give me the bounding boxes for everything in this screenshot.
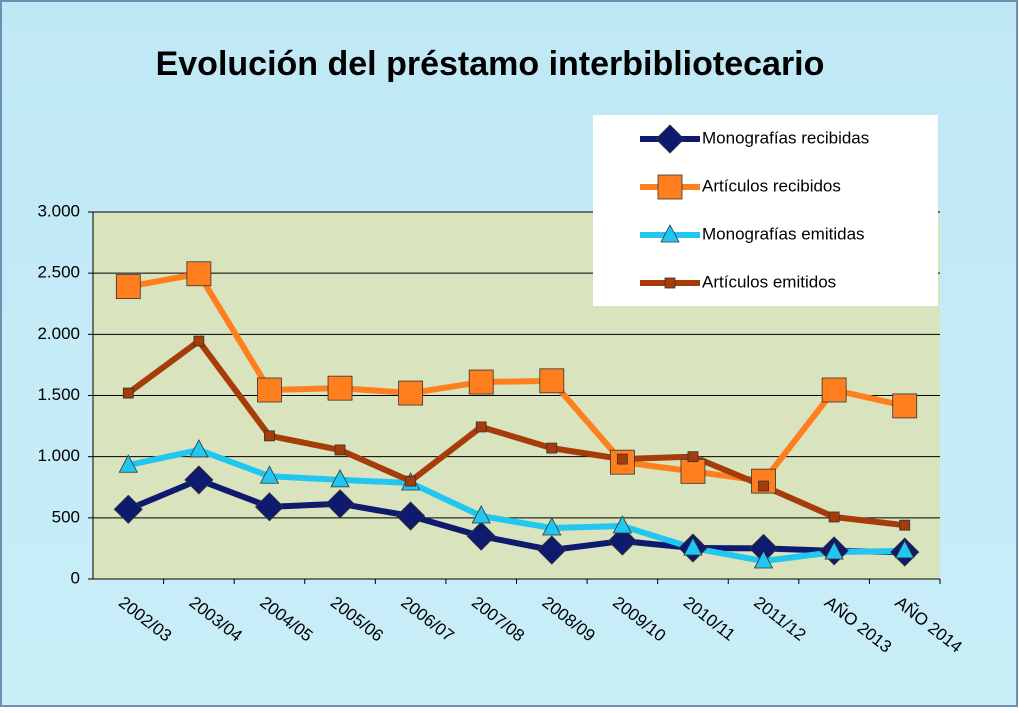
marker bbox=[475, 421, 487, 433]
marker bbox=[824, 541, 844, 560]
marker bbox=[466, 521, 496, 551]
marker bbox=[828, 511, 840, 523]
marker bbox=[892, 393, 918, 419]
marker bbox=[193, 335, 205, 347]
marker bbox=[899, 519, 911, 531]
marker bbox=[660, 224, 680, 243]
marker bbox=[113, 494, 143, 524]
y-tick-label: 2.500 bbox=[37, 263, 80, 282]
legend: Monografías recibidas Artículos recibidos… bbox=[593, 115, 938, 306]
chart-title: Evolución del préstamo interbibliotecari… bbox=[156, 45, 825, 83]
marker bbox=[546, 442, 558, 454]
marker bbox=[264, 430, 275, 442]
marker bbox=[334, 444, 346, 456]
marker bbox=[895, 540, 915, 559]
marker bbox=[330, 469, 350, 488]
marker bbox=[122, 387, 134, 399]
y-tick-label: 500 bbox=[52, 507, 80, 526]
marker bbox=[612, 515, 633, 534]
legend-label: Monografías emitidas bbox=[702, 224, 865, 243]
marker bbox=[184, 465, 214, 495]
marker bbox=[655, 124, 685, 154]
legend-label: Artículos emitidos bbox=[702, 272, 836, 291]
marker bbox=[753, 550, 774, 569]
marker bbox=[254, 492, 285, 522]
legend-label: Monografías recibidas bbox=[702, 128, 869, 147]
marker bbox=[468, 369, 494, 395]
legend-label: Artículos recibidos bbox=[702, 176, 841, 195]
marker bbox=[471, 505, 491, 524]
y-tick-label: 1.500 bbox=[37, 385, 80, 404]
y-tick-label: 2.000 bbox=[37, 324, 80, 343]
marker bbox=[616, 453, 628, 465]
marker bbox=[405, 475, 417, 487]
marker bbox=[115, 274, 141, 300]
y-tick-label: 0 bbox=[71, 568, 80, 587]
marker bbox=[607, 526, 637, 556]
marker bbox=[758, 480, 769, 492]
series-line bbox=[127, 446, 905, 565]
marker bbox=[683, 537, 703, 556]
marker bbox=[259, 465, 280, 484]
marker bbox=[396, 501, 426, 531]
marker bbox=[821, 377, 847, 403]
marker bbox=[542, 517, 562, 536]
marker bbox=[537, 535, 567, 565]
marker bbox=[118, 454, 138, 473]
marker bbox=[189, 439, 209, 458]
marker bbox=[687, 451, 699, 463]
marker bbox=[680, 458, 706, 484]
marker bbox=[657, 174, 683, 200]
series-line bbox=[127, 270, 906, 485]
y-tick-label: 1.000 bbox=[37, 446, 80, 465]
marker bbox=[664, 277, 676, 289]
marker bbox=[257, 377, 282, 403]
marker bbox=[186, 261, 212, 287]
y-tick-label: 3.000 bbox=[37, 201, 80, 220]
marker bbox=[327, 375, 353, 401]
marker bbox=[325, 489, 355, 519]
marker bbox=[398, 380, 424, 406]
marker bbox=[539, 368, 565, 394]
legend-box bbox=[593, 115, 938, 306]
